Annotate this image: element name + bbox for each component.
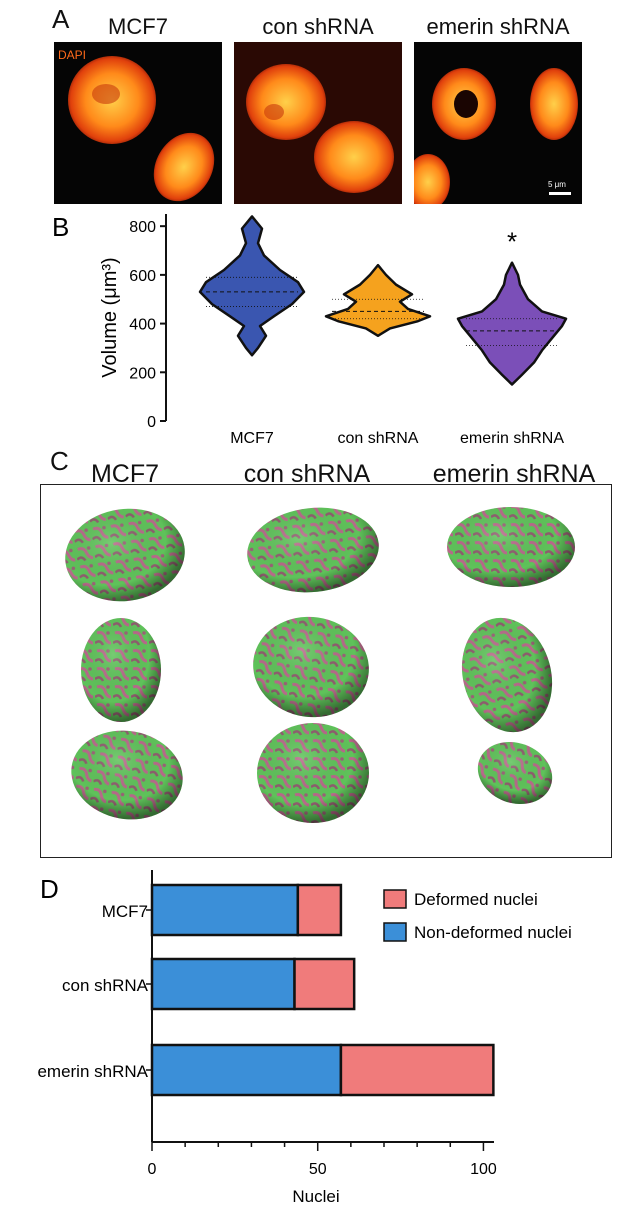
nuclei-renderings bbox=[65, 507, 575, 823]
y-tick-label: 0 bbox=[147, 414, 156, 431]
y-tick-label: 600 bbox=[129, 268, 156, 285]
panel-a-title-con-shrna: con shRNA bbox=[262, 14, 374, 39]
panel-a-title-mcf7: MCF7 bbox=[108, 14, 168, 39]
dapi-image-mcf7 bbox=[68, 56, 215, 202]
nucleus bbox=[246, 64, 326, 140]
micrograph-con-shrna bbox=[234, 42, 402, 204]
violin-2 bbox=[456, 261, 568, 386]
stacked-bar-chart: D 0 50 100 Nuclei MCF7 con shRNA emerin shRNA De… bbox=[37, 870, 572, 1206]
violin-0 bbox=[198, 215, 306, 357]
bar-segment-0 bbox=[150, 1043, 343, 1097]
x-tick-label: 0 bbox=[148, 1161, 157, 1178]
y-tick-label: con shRNA bbox=[62, 976, 149, 995]
nucleus-3d-render bbox=[477, 741, 553, 805]
legend-swatch bbox=[383, 889, 407, 909]
scale-bar bbox=[549, 192, 571, 195]
x-tick-label: 50 bbox=[309, 1161, 327, 1178]
bar-segment-1 bbox=[339, 1043, 495, 1097]
panel-c-title-emerin-shrna: emerin shRNA bbox=[432, 460, 596, 488]
legend-label: Non-deformed nuclei bbox=[414, 923, 572, 942]
dapi-image-con-shrna bbox=[246, 64, 394, 193]
scale-bar-label: 5 μm bbox=[548, 180, 566, 189]
nucleus bbox=[414, 154, 450, 204]
nucleus-3d-render bbox=[65, 508, 185, 602]
y-tick-label: 400 bbox=[129, 317, 156, 334]
panel-a-letter: A bbox=[52, 4, 70, 34]
legend-swatch bbox=[383, 922, 407, 942]
bar-segment-1 bbox=[296, 883, 343, 937]
micrograph-mcf7: DAPI bbox=[54, 42, 222, 204]
panel-b-letter: B bbox=[52, 212, 69, 242]
nucleus-3d-render bbox=[81, 618, 161, 722]
nucleus bbox=[153, 132, 215, 202]
micrograph-emerin-shrna: 5 μm bbox=[414, 42, 582, 204]
nucleus bbox=[530, 68, 578, 140]
panel-a-title-emerin-shrna: emerin shRNA bbox=[426, 14, 570, 39]
panel-c-letter: C bbox=[50, 446, 69, 476]
dapi-label: DAPI bbox=[58, 48, 87, 62]
x-tick-label: con shRNA bbox=[338, 430, 419, 447]
x-axis-label: Nuclei bbox=[292, 1187, 339, 1206]
legend-label: Deformed nuclei bbox=[414, 890, 538, 909]
nucleus-3d-render bbox=[257, 723, 369, 823]
y-tick-label: emerin shRNA bbox=[37, 1062, 148, 1081]
panel-d-letter: D bbox=[40, 874, 59, 904]
nucleus-3d-render bbox=[447, 507, 575, 587]
y-tick-label: 800 bbox=[129, 219, 156, 236]
dapi-image-emerin-shrna bbox=[414, 68, 578, 204]
violin-chart: B 0 200 400 600 800 Volume (μm³) MCF7 con shRNA e… bbox=[52, 212, 568, 447]
x-tick-label: 100 bbox=[470, 1161, 497, 1178]
x-tick-label: emerin shRNA bbox=[460, 430, 564, 447]
nucleus bbox=[314, 121, 394, 193]
nucleus-3d-render bbox=[71, 730, 183, 820]
bar-segment-1 bbox=[293, 957, 356, 1011]
bar-segment-0 bbox=[150, 957, 296, 1011]
rendering-frame bbox=[40, 484, 612, 858]
y-axis-label: Volume (μm³) bbox=[99, 257, 121, 377]
significance-marker: * bbox=[507, 227, 517, 257]
bar-segment-0 bbox=[150, 883, 300, 937]
nucleus-3d-render bbox=[247, 507, 379, 593]
nucleus-3d-render bbox=[461, 617, 553, 733]
y-tick-label: 200 bbox=[129, 365, 156, 382]
panel-c-title-mcf7: MCF7 bbox=[90, 460, 160, 488]
panel-c-title-con-shrna: con shRNA bbox=[243, 460, 371, 488]
nucleus-3d-render bbox=[253, 616, 369, 718]
x-tick-label: MCF7 bbox=[230, 430, 274, 447]
violin-1 bbox=[324, 263, 432, 338]
y-tick-label: MCF7 bbox=[102, 902, 148, 921]
